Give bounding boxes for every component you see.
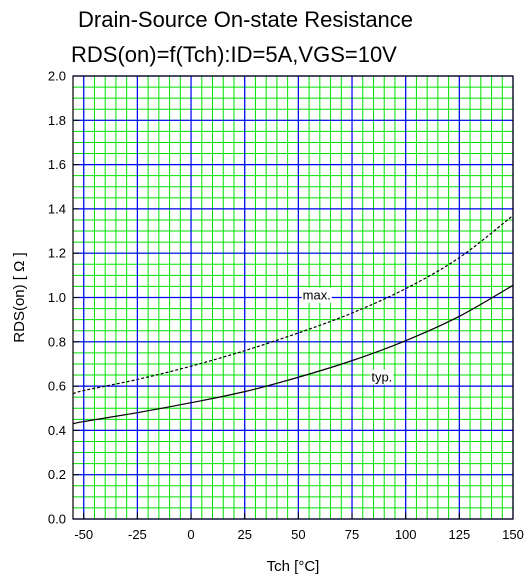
x-tick-label: 25 — [237, 527, 251, 542]
x-axis-label: Tch [°C] — [267, 558, 320, 575]
chart-title-line-1: Drain-Source On-state Resistance — [78, 7, 413, 32]
curve-label-background — [370, 369, 394, 385]
y-tick-labels: 0.0 0.2 0.4 0.6 0.8 1.0 1.2 1.4 1.6 1.8 2.0 — [48, 69, 66, 527]
x-tick-label: 100 — [395, 527, 417, 542]
x-tick-label: 150 — [502, 527, 524, 542]
tick-marks — [73, 75, 514, 520]
y-tick-label: 0.4 — [48, 423, 66, 438]
curve-label-background — [301, 287, 332, 303]
chart-title-line-2: RDS(on)=f(Tch):ID=5A,VGS=10V — [71, 42, 397, 67]
annotation-layer: max. typ. — [301, 287, 394, 385]
curve-label-1: typ. — [370, 369, 394, 385]
x-tick-label: 75 — [345, 527, 359, 542]
curve-label-text: max. — [303, 288, 331, 303]
x-tick-labels: -50 -25 0 25 50 75 100 125 150 — [74, 527, 524, 542]
series-layer — [72, 215, 514, 425]
y-tick-label: 0.2 — [48, 467, 66, 482]
y-tick-label: 0.6 — [48, 379, 66, 394]
x-tick-label: -50 — [74, 527, 93, 542]
y-tick-label: 1.6 — [48, 157, 66, 172]
x-tick-label: 50 — [291, 527, 305, 542]
y-tick-label: 1.2 — [48, 246, 66, 261]
x-tick-label: 0 — [187, 527, 194, 542]
series-line-max — [72, 215, 514, 395]
curve-label-text: typ. — [371, 370, 392, 385]
series-line-typ — [72, 284, 514, 425]
y-tick-label: 2.0 — [48, 69, 66, 84]
x-tick-label: 125 — [448, 527, 470, 542]
curve-label-0: max. — [301, 287, 332, 303]
y-axis-label: RDS(on) [ Ω ] — [11, 252, 28, 342]
x-tick-label: -25 — [128, 527, 147, 542]
y-tick-label: 0.0 — [48, 512, 66, 527]
chart-title: Drain-Source On-state Resistance RDS(on)… — [71, 7, 413, 67]
y-tick-label: 0.8 — [48, 334, 66, 349]
y-tick-label: 1.0 — [48, 290, 66, 305]
y-tick-label: 1.4 — [48, 201, 66, 216]
y-tick-label: 1.8 — [48, 113, 66, 128]
